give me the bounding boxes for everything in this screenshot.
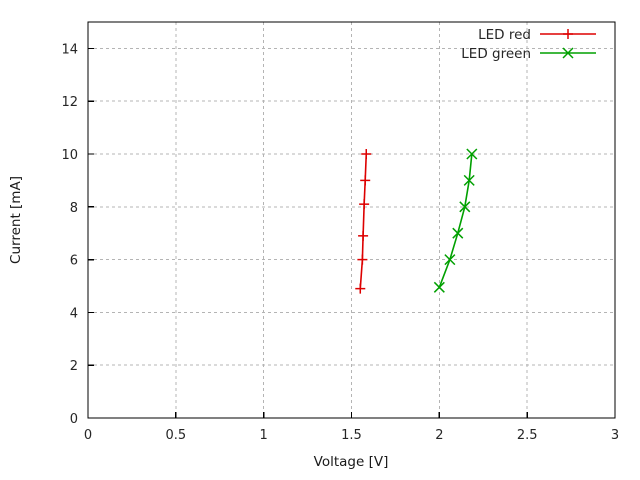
grid-lines [88,22,615,418]
series-polyline [438,153,473,288]
x-tick-label: 0.5 [165,428,186,443]
legend: LED red LED green [461,27,596,62]
x-tick-label: 0 [84,428,92,443]
data-series-group [355,148,478,294]
y-tick-label: 8 [70,201,78,216]
data-point-marker-1-3 [459,201,471,213]
x-tick-label: 2.5 [517,428,538,443]
x-tick-label: 1.5 [341,428,362,443]
legend-label-led-green: LED green [461,46,531,62]
data-point-marker-0-3 [359,199,370,210]
y-tick-label: 10 [61,148,78,163]
y-axis-title: Current [mA] [8,176,24,264]
y-tick-label: 6 [70,254,78,269]
y-tick-label: 0 [70,412,78,427]
series-led-green [433,148,478,293]
data-point-marker-0-0 [355,283,366,294]
x-tick-label: 3 [611,428,619,443]
y-tick-label: 4 [70,306,78,321]
y-tick-label: 12 [61,95,78,110]
data-point-marker-0-5 [361,149,372,159]
x-tick-label: 1 [260,428,268,443]
series-led-red [355,149,372,294]
data-point-marker-legend-0 [563,29,573,39]
y-tick-label: 14 [61,42,78,57]
data-point-marker-0-2 [358,230,369,241]
x-tick-label: 2 [435,428,443,443]
y-axis-ticks: 0 2 4 6 8 10 12 14 [61,42,94,427]
data-point-marker-0-1 [357,254,368,265]
data-point-marker-0-4 [360,175,371,186]
data-point-marker-1-4 [463,174,475,186]
y-tick-label: 2 [70,359,78,374]
data-point-marker-1-0 [433,281,445,293]
data-point-marker-1-1 [444,254,456,266]
data-point-marker-1-2 [452,227,464,239]
plot-border [87,21,616,419]
x-axis-title: Voltage [V] [314,454,389,470]
data-point-marker-legend-1 [562,47,574,59]
data-point-marker-1-5 [466,148,478,160]
x-axis-ticks: 0 0.5 1 1.5 2 2.5 3 [84,412,619,443]
legend-label-led-red: LED red [478,27,531,43]
